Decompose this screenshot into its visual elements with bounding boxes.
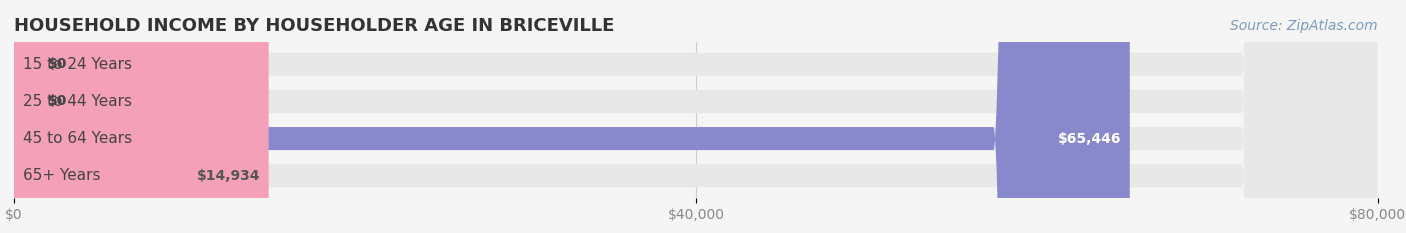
Text: 45 to 64 Years: 45 to 64 Years: [22, 131, 132, 146]
FancyBboxPatch shape: [14, 0, 269, 233]
Text: $0: $0: [48, 57, 67, 71]
Text: 25 to 44 Years: 25 to 44 Years: [22, 94, 132, 109]
FancyBboxPatch shape: [14, 0, 1378, 233]
Text: 65+ Years: 65+ Years: [22, 168, 100, 183]
FancyBboxPatch shape: [14, 0, 1378, 233]
Text: $65,446: $65,446: [1057, 132, 1121, 146]
FancyBboxPatch shape: [14, 0, 1378, 233]
Text: HOUSEHOLD INCOME BY HOUSEHOLDER AGE IN BRICEVILLE: HOUSEHOLD INCOME BY HOUSEHOLDER AGE IN B…: [14, 17, 614, 35]
Text: Source: ZipAtlas.com: Source: ZipAtlas.com: [1230, 19, 1378, 33]
Text: $14,934: $14,934: [197, 169, 260, 183]
FancyBboxPatch shape: [14, 0, 1378, 233]
Text: 15 to 24 Years: 15 to 24 Years: [22, 57, 132, 72]
Text: $0: $0: [48, 94, 67, 108]
FancyBboxPatch shape: [14, 0, 1130, 233]
